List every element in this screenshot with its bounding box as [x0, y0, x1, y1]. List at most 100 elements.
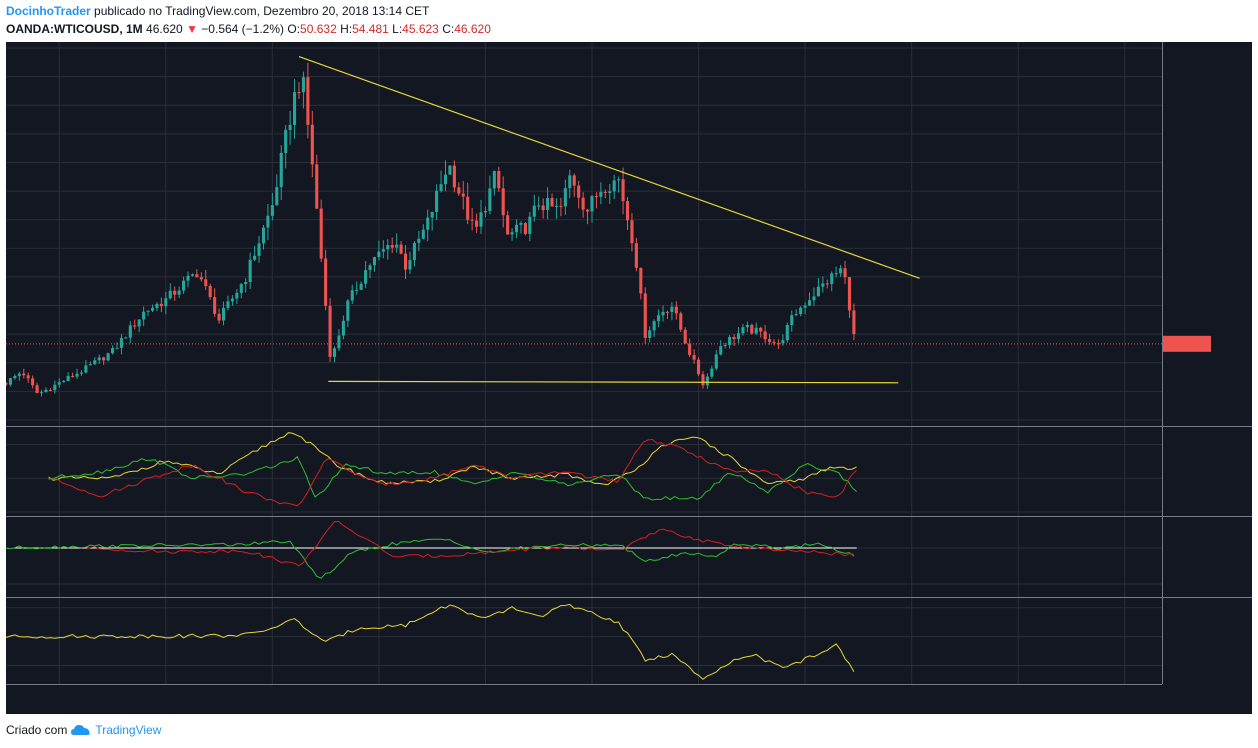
trendline: [298, 56, 920, 279]
candle-body: [670, 306, 674, 313]
candle-body: [217, 313, 221, 321]
candle-body: [319, 208, 323, 259]
candle-body: [652, 321, 656, 331]
candle-body: [719, 346, 723, 355]
close-value: 46.620: [454, 22, 491, 36]
candle-body: [39, 392, 44, 394]
ohlc-line: OANDA:WTICOUSD, 1M 46.620 ▼ −0.564 (−1.2…: [6, 22, 491, 36]
candle-body: [705, 376, 709, 386]
candle-body: [284, 129, 288, 153]
tradingview-cloud-icon: [71, 725, 91, 735]
candle-body: [599, 191, 603, 197]
dmi-pane[interactable]: [48, 432, 857, 507]
candle-body: [48, 389, 52, 391]
last-price: 46.620: [146, 22, 183, 36]
candle-body: [164, 298, 168, 307]
candle-body: [532, 205, 536, 217]
candle-body: [430, 211, 434, 218]
candle-body: [186, 275, 190, 281]
candle-body: [124, 337, 128, 339]
candle-body: [159, 303, 163, 307]
candle-body: [22, 373, 26, 376]
candle-body: [443, 174, 448, 185]
candle-body: [293, 92, 297, 125]
candle-body: [563, 188, 567, 207]
candle-body: [244, 282, 248, 285]
candle-body: [337, 335, 341, 349]
candle-body: [612, 180, 616, 192]
candle-body: [102, 357, 106, 361]
candle-body: [608, 191, 612, 193]
candle-body: [93, 360, 97, 365]
candle-body: [639, 267, 643, 294]
candle-body: [745, 324, 749, 328]
candle-body: [839, 268, 843, 274]
candle-body: [79, 372, 84, 374]
candle-body: [816, 286, 820, 297]
candle-body: [199, 277, 203, 280]
candle-body: [688, 343, 692, 355]
candle-body: [88, 364, 92, 366]
candle-body: [368, 265, 372, 271]
candle-body: [297, 92, 301, 94]
candle-body: [661, 311, 665, 316]
candle-body: [395, 244, 399, 248]
candle-body: [759, 327, 763, 332]
candle-body: [119, 338, 123, 348]
candle-body: [634, 243, 638, 268]
candle-body: [257, 243, 261, 256]
candle-body: [310, 124, 314, 165]
candle-body: [559, 205, 563, 207]
tradingview-brand[interactable]: TradingView: [95, 723, 162, 737]
candle-body: [479, 212, 483, 227]
candle-body: [412, 242, 416, 261]
candle-body: [328, 305, 332, 357]
candle-body: [168, 290, 172, 299]
candle-body: [781, 340, 785, 344]
indicator-line-adx: [48, 432, 857, 486]
candle-body: [315, 164, 319, 209]
axes: [6, 42, 1252, 685]
candle-body: [483, 211, 488, 213]
candle-body: [585, 209, 590, 212]
author-link[interactable]: DocinhoTrader: [6, 4, 91, 18]
candle-body: [35, 385, 39, 393]
chart-canvas[interactable]: [6, 42, 1252, 714]
low-value: 45.623: [402, 22, 439, 36]
candle-body: [408, 260, 412, 270]
candle-body: [301, 77, 305, 93]
price-pane[interactable]: [6, 56, 1211, 397]
candle-body: [630, 220, 634, 244]
candle-body: [665, 311, 670, 313]
candle-body: [13, 376, 17, 379]
candle-body: [572, 175, 576, 186]
candle-body: [732, 337, 736, 340]
last-price-tag: [1163, 335, 1211, 352]
candle-body: [275, 187, 279, 206]
candle-body: [17, 373, 21, 377]
candle-body: [461, 193, 465, 197]
footer: Criado com TradingView: [6, 723, 161, 737]
obv-pane[interactable]: [6, 603, 855, 680]
high-value: 54.481: [352, 22, 389, 36]
candle-body: [799, 307, 803, 315]
candle-body: [266, 215, 270, 228]
indicator-line-dmi_minus: [85, 521, 854, 567]
indicator-line-dmi_minus: [48, 438, 857, 507]
candle-body: [523, 223, 527, 234]
candle-body: [372, 257, 377, 266]
candle-body: [492, 171, 496, 189]
candle-body: [470, 219, 474, 221]
candle-body: [674, 306, 678, 314]
high-label: H:: [340, 22, 353, 36]
open-label: O:: [287, 22, 301, 36]
candle-body: [643, 293, 647, 338]
candle-body: [625, 201, 630, 221]
candle-body: [426, 217, 430, 230]
didi-pane[interactable]: [6, 521, 857, 579]
candle-body: [44, 389, 48, 393]
candle-body: [750, 324, 754, 334]
symbol-label: OANDA:WTICOUSD, 1M: [6, 22, 143, 36]
candle-body: [466, 196, 470, 220]
candle-body: [377, 251, 381, 258]
